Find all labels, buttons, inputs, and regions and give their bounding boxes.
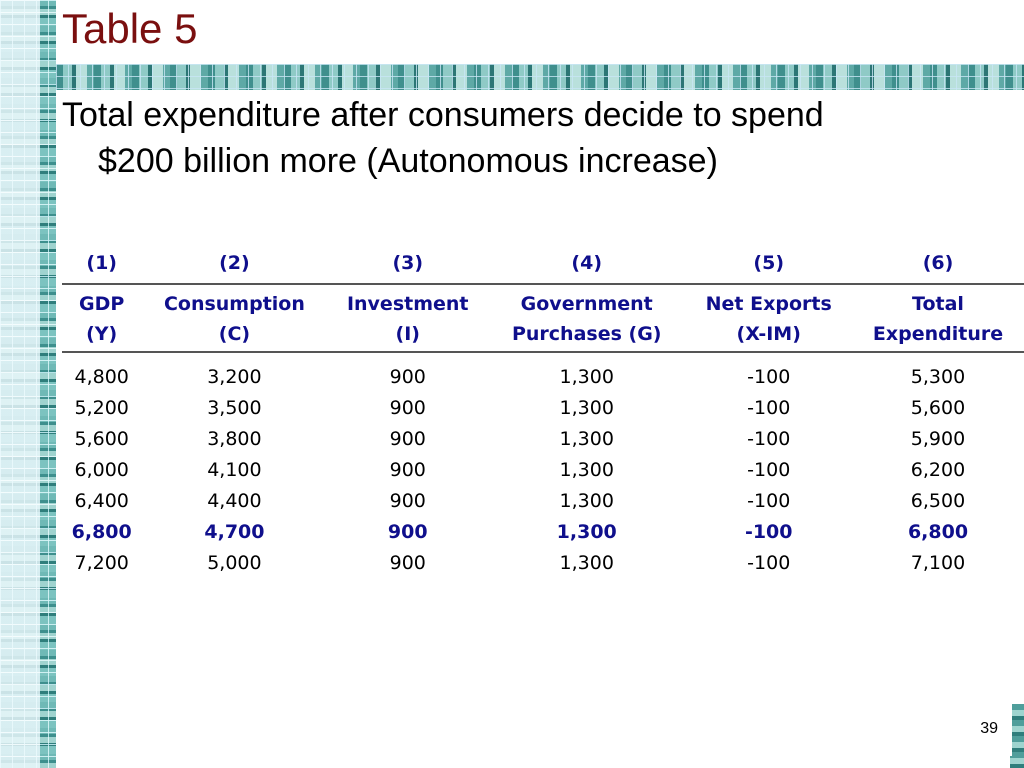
table-cell: 6,800 (71, 520, 132, 543)
table-cell: 3,200 (207, 365, 262, 388)
table-cell: 5,600 (910, 396, 966, 419)
table-cell: 900 (389, 427, 426, 450)
header-net-exports: Net Exports (X-IM) (685, 284, 852, 353)
table-cell: 4,700 (204, 520, 265, 543)
table-cell: 900 (389, 551, 426, 574)
table-row: 7,200 5,000 900 1,300 -100 7,100 (62, 547, 1024, 578)
expenditure-table: (1) (2) (3) (4) (5) (6) GDP (Y) Consumpti… (62, 243, 1024, 578)
column-number: (2) (141, 243, 328, 285)
slide-subtitle: Total expenditure after consumers decide… (62, 92, 982, 184)
table-cell: 5,200 (74, 396, 129, 419)
title-divider-band (56, 64, 1024, 90)
table-cell: 900 (389, 458, 426, 481)
table-cell: -100 (744, 520, 793, 543)
table-cell: 5,900 (910, 427, 966, 450)
table-cell: 900 (389, 365, 426, 388)
table-row: 5,200 3,500 900 1,300 -100 5,600 (62, 392, 1024, 423)
table-cell: 1,300 (559, 365, 614, 388)
table-cell: 5,000 (207, 551, 262, 574)
subtitle-line-1: Total expenditure after consumers decide… (62, 96, 824, 134)
table-row: 5,600 3,800 900 1,300 -100 5,900 (62, 423, 1024, 454)
table-cell: 1,300 (559, 489, 614, 512)
table-row: 6,000 4,100 900 1,300 -100 6,200 (62, 454, 1024, 485)
table-cell: 7,100 (910, 551, 966, 574)
header-investment: Investment (I) (327, 284, 488, 353)
table-row: 6,400 4,400 900 1,300 -100 6,500 (62, 485, 1024, 516)
table-cell: -100 (747, 365, 791, 388)
table-cell: 900 (389, 396, 426, 419)
table-cell: 6,800 (907, 520, 969, 543)
header-government-purchases: Government Purchases (G) (488, 284, 686, 353)
table-cell: 6,000 (74, 458, 129, 481)
column-number: (6) (852, 243, 1024, 285)
header-total-expenditure: Total Expenditure (852, 284, 1024, 353)
column-number: (5) (685, 243, 852, 285)
table-cell: 6,400 (74, 489, 129, 512)
page-number-box (954, 700, 1012, 756)
table-cell: 5,600 (74, 427, 129, 450)
table-cell: 3,500 (207, 396, 262, 419)
table-cell: 6,200 (910, 458, 966, 481)
table-cell: -100 (747, 458, 791, 481)
column-number: (1) (62, 243, 142, 285)
header-gdp: GDP (Y) (62, 284, 142, 353)
table-cell: 4,100 (207, 458, 262, 481)
table-cell: 1,300 (559, 396, 614, 419)
table-cell: 7,200 (74, 551, 129, 574)
table-cell: 900 (389, 489, 426, 512)
table-cell: 5,300 (910, 365, 966, 388)
column-number: (3) (327, 243, 488, 285)
table-cell: -100 (747, 396, 791, 419)
table-cell: -100 (747, 427, 791, 450)
subtitle-line-2: $200 billion more (Autonomous increase) (98, 142, 718, 180)
table-cell: 6,500 (910, 489, 966, 512)
table-row: 4,800 3,200 900 1,300 -100 5,300 (62, 352, 1024, 392)
slide-title: Table 5 (62, 5, 198, 52)
page-number: 39 (980, 720, 998, 737)
header-consumption: Consumption (C) (141, 284, 328, 353)
table-body: 4,800 3,200 900 1,300 -100 5,300 5,200 3,500 900… (62, 352, 1024, 578)
table-cell: 1,300 (559, 458, 614, 481)
column-number-row: (1) (2) (3) (4) (5) (6) (62, 243, 1024, 285)
table-cell: -100 (747, 551, 791, 574)
column-header-row: GDP (Y) Consumption (C) Investment (I) Gove… (62, 284, 1024, 353)
table-cell: 900 (387, 520, 428, 543)
corner-decoration (1010, 704, 1024, 768)
table-cell: 3,800 (207, 427, 262, 450)
left-decorative-strip (0, 0, 56, 768)
table-cell: 1,300 (556, 520, 617, 543)
table-cell: 1,300 (559, 427, 614, 450)
table-row: 6,800 4,700 900 1,300 -100 6,800 (62, 516, 1024, 547)
table-cell: 4,800 (74, 365, 129, 388)
table-cell: -100 (747, 489, 791, 512)
table-cell: 1,300 (559, 551, 614, 574)
column-number: (4) (488, 243, 686, 285)
table-cell: 4,400 (207, 489, 262, 512)
